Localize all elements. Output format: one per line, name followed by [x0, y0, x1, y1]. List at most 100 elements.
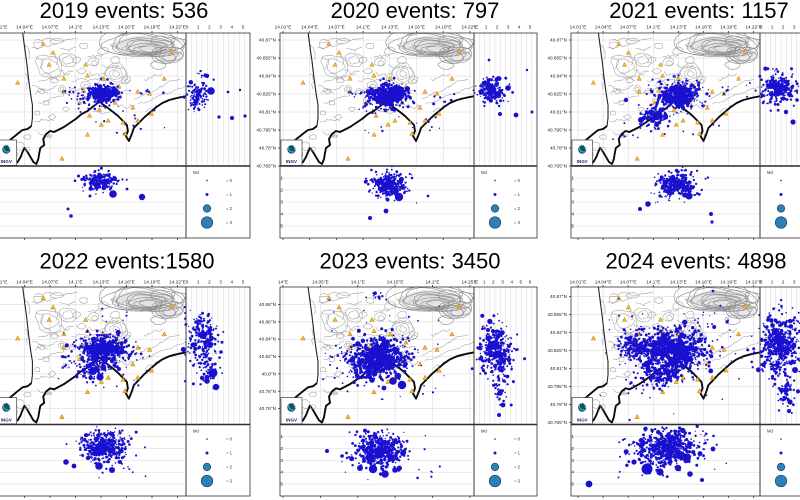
svg-text:6: 6 — [529, 280, 532, 285]
svg-text:5: 5 — [571, 224, 574, 229]
svg-text:= 2: = 2 — [226, 206, 233, 211]
svg-text:= 0: = 0 — [226, 437, 233, 442]
svg-text:14.04°E: 14.04°E — [301, 25, 318, 30]
svg-text:14.16°E: 14.16°E — [118, 25, 135, 30]
svg-text:40.825°N: 40.825°N — [547, 92, 567, 97]
svg-text:14.16°E: 14.16°E — [408, 25, 425, 30]
svg-text:1: 1 — [280, 434, 283, 439]
svg-text:40.855°N: 40.855°N — [256, 56, 276, 61]
svg-text:= 3: = 3 — [226, 220, 233, 225]
svg-text:Md: Md — [193, 170, 199, 175]
svg-text:4: 4 — [510, 280, 513, 285]
svg-text:3: 3 — [793, 25, 796, 30]
svg-text:14.22°E: 14.22°E — [745, 25, 762, 30]
svg-text:2: 2 — [496, 25, 499, 30]
svg-text:14.1°E: 14.1°E — [68, 25, 82, 30]
svg-text:Md: Md — [193, 429, 199, 434]
svg-text:3: 3 — [280, 458, 283, 463]
svg-text:40.81°N: 40.81°N — [550, 110, 567, 115]
svg-text:1: 1 — [571, 176, 574, 181]
svg-text:2023 events: 3450: 2023 events: 3450 — [319, 249, 500, 274]
svg-text:14.07°E: 14.07°E — [620, 25, 637, 30]
svg-text:14.22°E: 14.22°E — [169, 280, 186, 285]
svg-text:2021 events: 1157: 2021 events: 1157 — [609, 0, 788, 23]
svg-text:4: 4 — [280, 470, 283, 475]
svg-text:= 0: = 0 — [514, 437, 521, 442]
svg-text:= 2: = 2 — [226, 465, 233, 470]
svg-text:3: 3 — [571, 200, 574, 205]
svg-text:5: 5 — [242, 25, 245, 30]
svg-text:= 2: = 2 — [514, 206, 521, 211]
svg-text:2: 2 — [571, 188, 574, 193]
svg-text:14.19°E: 14.19°E — [144, 25, 161, 30]
svg-text:2022 events:1580: 2022 events:1580 — [40, 249, 215, 274]
svg-text:14.16°E: 14.16°E — [695, 25, 712, 30]
svg-text:4: 4 — [518, 25, 521, 30]
svg-text:Md: Md — [767, 170, 773, 175]
svg-text:3: 3 — [219, 25, 222, 30]
svg-text:40.78°N: 40.78°N — [550, 146, 567, 151]
svg-text:14.2°E: 14.2°E — [425, 280, 439, 285]
svg-text:= 3: = 3 — [514, 479, 521, 484]
svg-text:40.78°N: 40.78°N — [259, 389, 276, 394]
svg-text:40.82°N: 40.82°N — [259, 354, 276, 359]
svg-text:2: 2 — [782, 25, 785, 30]
svg-text:40.765°N: 40.765°N — [256, 164, 276, 169]
svg-text:= 3: = 3 — [514, 220, 521, 225]
svg-text:14.13°E: 14.13°E — [93, 280, 110, 285]
svg-text:5: 5 — [242, 280, 245, 285]
svg-text:40.86°N: 40.86°N — [259, 319, 276, 324]
svg-text:0: 0 — [474, 25, 477, 30]
svg-text:14.1°E: 14.1°E — [646, 25, 660, 30]
svg-text:1: 1 — [485, 25, 488, 30]
svg-text:14.1°E: 14.1°E — [356, 25, 370, 30]
svg-text:40.88°N: 40.88°N — [259, 302, 276, 307]
svg-text:2: 2 — [208, 25, 211, 30]
svg-text:40.795°N: 40.795°N — [547, 128, 567, 133]
svg-text:3: 3 — [219, 280, 222, 285]
svg-text:40.825°N: 40.825°N — [256, 92, 276, 97]
svg-text:14.19°E: 14.19°E — [144, 280, 161, 285]
svg-text:= 0: = 0 — [226, 178, 233, 183]
svg-text:40.84°N: 40.84°N — [550, 74, 567, 79]
svg-text:40.8°N: 40.8°N — [262, 371, 276, 376]
svg-text:= 1: = 1 — [514, 451, 521, 456]
svg-text:2020 events: 797: 2020 events: 797 — [331, 0, 500, 23]
svg-text:14.01°E: 14.01°E — [275, 25, 292, 30]
svg-text:14.13°E: 14.13°E — [93, 25, 110, 30]
svg-text:40.87°N: 40.87°N — [550, 38, 567, 43]
svg-text:2: 2 — [208, 280, 211, 285]
svg-text:14.19°E: 14.19°E — [435, 25, 452, 30]
svg-text:5: 5 — [280, 482, 283, 487]
svg-text:40.76°N: 40.76°N — [259, 406, 276, 411]
svg-text:40.81°N: 40.81°N — [259, 110, 276, 115]
svg-text:1: 1 — [197, 280, 200, 285]
svg-text:= 1: = 1 — [514, 192, 521, 197]
svg-text:40.795°N: 40.795°N — [256, 128, 276, 133]
svg-text:1: 1 — [280, 176, 283, 181]
svg-text:14.01°E: 14.01°E — [0, 280, 7, 285]
svg-text:= 3: = 3 — [226, 479, 233, 484]
svg-text:3: 3 — [501, 280, 504, 285]
svg-text:1: 1 — [483, 280, 486, 285]
svg-text:1: 1 — [771, 25, 774, 30]
svg-text:Md: Md — [481, 170, 487, 175]
svg-text:14.07°E: 14.07°E — [328, 25, 345, 30]
svg-text:4: 4 — [230, 280, 233, 285]
svg-text:40.78°N: 40.78°N — [259, 146, 276, 151]
svg-text:40.855°N: 40.855°N — [547, 56, 567, 61]
svg-text:14.07°E: 14.07°E — [42, 25, 59, 30]
svg-text:14.19°E: 14.19°E — [720, 25, 737, 30]
svg-text:14.16°E: 14.16°E — [118, 280, 135, 285]
svg-text:5: 5 — [519, 280, 522, 285]
svg-text:4: 4 — [230, 25, 233, 30]
svg-text:14.04°E: 14.04°E — [16, 280, 33, 285]
svg-text:40.765°N: 40.765°N — [547, 164, 567, 169]
svg-text:2019 events: 536: 2019 events: 536 — [40, 0, 209, 23]
svg-text:14.07°E: 14.07°E — [42, 280, 59, 285]
svg-text:14.04°E: 14.04°E — [595, 25, 612, 30]
svg-text:40.87°N: 40.87°N — [259, 38, 276, 43]
svg-text:0: 0 — [474, 280, 477, 285]
svg-text:0: 0 — [186, 280, 189, 285]
svg-text:14.22°E: 14.22°E — [462, 25, 479, 30]
